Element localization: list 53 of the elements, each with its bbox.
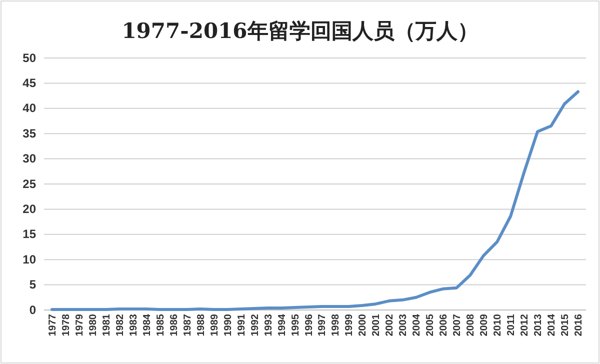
y-tick-label: 50 xyxy=(22,50,36,65)
x-tick-label: 2003 xyxy=(398,314,410,336)
x-tick-label: 2000 xyxy=(358,314,369,336)
x-tick-label: 2007 xyxy=(452,314,464,336)
x-tick-label: 2016 xyxy=(574,314,584,336)
y-tick-label: 5 xyxy=(29,278,36,292)
x-tick-label: 1989 xyxy=(209,314,220,336)
x-tick-label: 1994 xyxy=(276,314,288,336)
x-tick-label: 1991 xyxy=(236,314,248,336)
y-tick-label: 40 xyxy=(22,101,36,116)
x-tick-label: 1990 xyxy=(222,314,234,336)
y-tick-label: 10 xyxy=(22,252,36,266)
y-tick-label: 30 xyxy=(22,152,36,166)
chart-title: 1977-2016年留学回国人员（万人） xyxy=(122,18,478,43)
x-tick-label: 2015 xyxy=(560,314,572,336)
x-tick-label: 2013 xyxy=(533,314,544,336)
x-tick-label: 1987 xyxy=(182,314,194,336)
x-tick-label: 2011 xyxy=(506,314,518,336)
x-tick-label: 2010 xyxy=(492,314,504,336)
x-tick-label: 1980 xyxy=(88,314,99,336)
y-tick-label: 20 xyxy=(22,202,36,216)
x-tick-label: 1999 xyxy=(344,314,356,336)
x-tick-label: 1986 xyxy=(168,314,180,336)
x-tick-label: 1984 xyxy=(142,314,153,336)
x-tick-label: 1993 xyxy=(263,314,274,336)
x-tick-label: 1978 xyxy=(60,314,72,336)
x-tick-label: 1992 xyxy=(250,314,261,336)
x-tick-label: 1998 xyxy=(330,314,342,336)
x-tick-label: 1982 xyxy=(114,314,126,336)
x-tick-label: 1981 xyxy=(101,314,112,336)
x-tick-label: 1985 xyxy=(155,314,166,336)
y-tick-label: 45 xyxy=(22,76,36,90)
x-tick-label: 2012 xyxy=(520,314,531,336)
x-tick-label: 2006 xyxy=(438,314,450,336)
x-tick-label: 2009 xyxy=(479,314,490,336)
x-tick-label: 2008 xyxy=(466,314,477,336)
y-tick-label: 15 xyxy=(22,227,36,242)
line-series xyxy=(50,90,580,311)
x-tick-label: 1988 xyxy=(196,314,207,336)
y-tick-label: 35 xyxy=(22,126,36,140)
x-tick-label: 1983 xyxy=(128,314,140,336)
x-tick-label: 2001 xyxy=(371,314,382,336)
x-tick-label: 2005 xyxy=(425,314,436,336)
y-tick-label: 25 xyxy=(22,176,36,191)
x-tick-label: 2002 xyxy=(384,314,396,336)
x-tick-label: 1979 xyxy=(74,314,86,336)
y-tick-label: 0 xyxy=(29,302,36,317)
x-tick-label: 2014 xyxy=(546,314,558,336)
x-tick-label: 1977 xyxy=(48,314,58,336)
x-tick-label: 1996 xyxy=(304,314,315,336)
x-tick-label: 1997 xyxy=(317,314,328,336)
x-tick-label: 2004 xyxy=(412,314,423,336)
x-tick-label: 1995 xyxy=(290,314,302,336)
